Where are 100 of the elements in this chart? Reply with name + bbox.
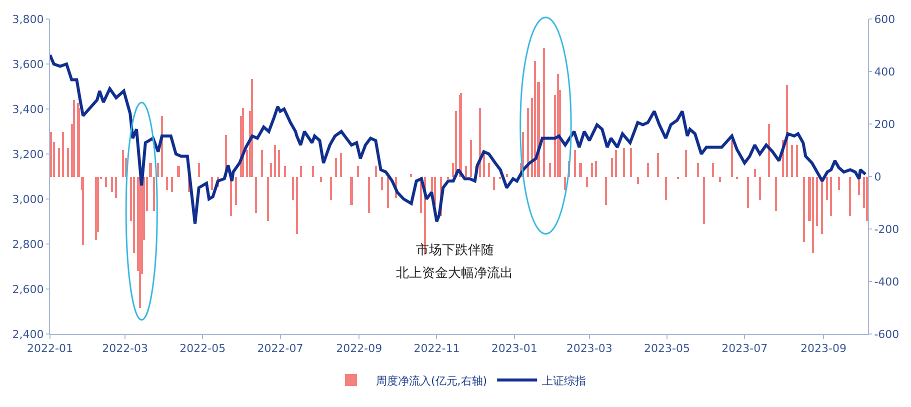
bar [177, 166, 180, 177]
bar [149, 163, 152, 177]
y-tick-label: 2,800 [12, 238, 44, 251]
bar [67, 148, 69, 177]
bar [826, 177, 828, 200]
bar [637, 177, 639, 184]
bar [153, 177, 155, 211]
bar [527, 108, 529, 177]
bar [267, 177, 269, 221]
bar [62, 132, 64, 177]
legend-label: 上证综指 [542, 374, 586, 388]
y2-tick-label: -600 [874, 328, 900, 341]
bar [261, 150, 263, 177]
bar [866, 177, 868, 221]
bar [849, 177, 851, 216]
bar [284, 166, 286, 177]
bar [488, 163, 490, 177]
bar [73, 100, 75, 177]
y-tick-label: 3,800 [12, 12, 44, 26]
bar [574, 150, 576, 177]
bar [611, 158, 613, 177]
bar [483, 153, 485, 177]
x-tick-label: 2023-03 [566, 342, 612, 356]
bar [235, 177, 237, 205]
bar [375, 166, 377, 177]
bar [58, 148, 60, 177]
bar [111, 177, 113, 192]
x-tick-label: 2023-07 [722, 342, 768, 356]
y2-tick-label: 0 [874, 170, 882, 184]
y2-tick-label: -400 [874, 275, 900, 288]
annotation: 北上资金大幅净流出 [396, 265, 513, 281]
x-tick-label: 2023-01 [491, 342, 538, 356]
bar [387, 177, 389, 208]
bar [434, 177, 436, 205]
bar [615, 150, 617, 177]
bar [330, 177, 332, 200]
bar [211, 177, 213, 190]
x-tick-label: 2022-03 [102, 342, 148, 356]
bar [838, 177, 840, 190]
x-tick-label: 2022-07 [257, 342, 304, 356]
bar [50, 132, 52, 177]
bar [171, 177, 173, 192]
bar [357, 166, 359, 177]
bar [278, 150, 280, 177]
bar [479, 108, 481, 177]
bar [198, 163, 200, 177]
bar [133, 177, 135, 253]
bar [255, 177, 257, 213]
bar [579, 163, 582, 177]
bar [82, 177, 84, 245]
legend-label: 周度净流入(亿元,右轴) [376, 374, 488, 388]
bar [796, 145, 798, 177]
x-tick-label: 2022-11 [414, 342, 460, 356]
bar [296, 177, 298, 234]
y-tick-label: 2,600 [12, 282, 44, 296]
bar [470, 140, 472, 177]
bar [122, 150, 124, 177]
bar [300, 166, 302, 177]
bar [368, 177, 370, 213]
bar [768, 124, 770, 177]
bar [292, 177, 294, 200]
bar [685, 150, 687, 177]
bar [605, 177, 607, 205]
y2-tick-label: -200 [874, 222, 900, 236]
bar [712, 163, 714, 177]
bar [157, 163, 159, 177]
bar [270, 163, 272, 177]
annotation: 市场下跌伴随 [416, 243, 494, 258]
bar [816, 177, 818, 226]
bar [719, 177, 721, 182]
x-tick-label: 2022-05 [180, 342, 226, 356]
bar [506, 174, 508, 177]
bar [493, 177, 495, 190]
line-series [50, 54, 867, 226]
bar [320, 177, 322, 182]
x-tick-label: 2022-01 [27, 342, 73, 356]
bar [335, 158, 337, 177]
bar [166, 177, 168, 190]
bar [534, 61, 536, 177]
bar [274, 145, 276, 177]
bar [564, 177, 566, 190]
bar [340, 153, 342, 177]
bar [754, 169, 756, 177]
bar [703, 177, 705, 224]
bar [697, 163, 699, 177]
bar [557, 74, 559, 177]
bar [747, 177, 749, 208]
y-tick-label: 3,600 [12, 58, 44, 71]
x-tick-label: 2023-05 [644, 342, 690, 356]
bar [731, 140, 733, 177]
bar [665, 177, 667, 200]
bar [543, 48, 545, 177]
bar [830, 177, 832, 216]
bar [95, 177, 97, 240]
bar [786, 85, 788, 177]
bar [549, 163, 551, 177]
bar [657, 153, 659, 177]
y-tick-label: 3,000 [12, 192, 44, 206]
y2-tick-label: 200 [874, 118, 896, 131]
bar [821, 177, 823, 234]
